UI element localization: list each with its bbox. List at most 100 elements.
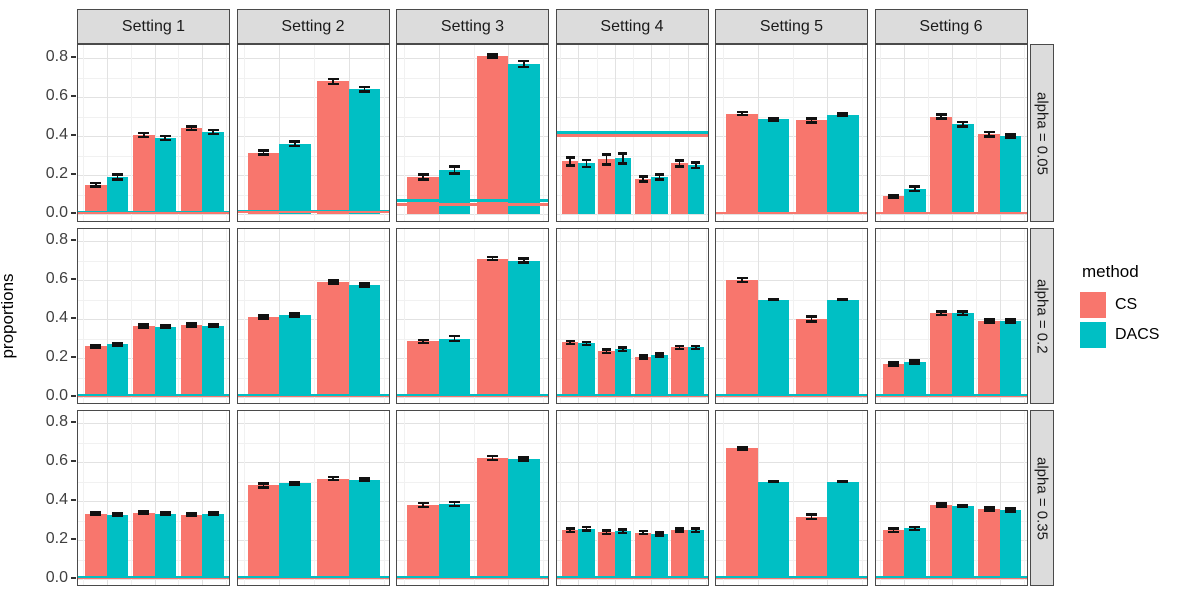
error-bar-cap xyxy=(159,326,171,330)
bar-dacs xyxy=(904,188,926,214)
gridline xyxy=(556,358,708,359)
gridline xyxy=(397,175,548,176)
gridline xyxy=(792,45,794,221)
gridline xyxy=(556,579,708,580)
facet-strip-label: Setting 1 xyxy=(121,17,186,35)
error-bar-cap xyxy=(327,82,339,86)
error-bar-line xyxy=(642,355,644,359)
error-bar-line xyxy=(142,133,145,137)
error-bar-cap xyxy=(258,482,270,485)
gridline xyxy=(556,442,708,444)
bar-cs xyxy=(671,529,688,579)
bar-dacs xyxy=(578,343,595,397)
error-bar-cap xyxy=(582,158,592,162)
error-bar-cap xyxy=(417,341,429,345)
ref-line-dacs xyxy=(78,575,229,579)
gridline xyxy=(106,229,108,403)
error-bar-cap xyxy=(327,475,339,479)
error-bar-line xyxy=(142,324,145,328)
legend: method CS DACS xyxy=(1080,262,1159,352)
gridline xyxy=(556,194,708,196)
gridline xyxy=(560,411,562,585)
error-bar-cap xyxy=(806,117,818,120)
gridline xyxy=(875,260,1027,262)
gridline xyxy=(716,377,867,379)
error-bar-cap xyxy=(207,513,219,517)
ref-line-dacs xyxy=(397,575,548,579)
error-bar-cap xyxy=(602,351,612,355)
gridline xyxy=(687,229,689,403)
error-bar-cap xyxy=(887,527,899,530)
bar-dacs xyxy=(904,361,926,397)
error-bar-cap xyxy=(487,258,499,262)
error-bar-cap xyxy=(887,194,899,197)
bar-cs xyxy=(476,258,509,397)
gridline xyxy=(716,175,867,176)
facet-panel-3-6 xyxy=(874,410,1028,586)
y-tick-label: 0.8 xyxy=(45,48,68,65)
bar-dacs xyxy=(508,63,540,214)
error-bar-cap xyxy=(736,448,748,451)
gridline xyxy=(237,241,389,242)
error-bar-cap xyxy=(909,189,921,193)
bar-dacs xyxy=(154,326,177,397)
error-bar-line xyxy=(678,160,681,167)
error-bar-line xyxy=(605,530,608,534)
error-bar-cap xyxy=(327,77,339,81)
error-bar-cap xyxy=(138,326,150,329)
legend-label: DACS xyxy=(1115,326,1160,343)
bar-cs xyxy=(247,152,280,214)
gridline xyxy=(999,229,1001,403)
gridline xyxy=(397,136,548,137)
error-bar-cap xyxy=(983,135,995,138)
error-bar-cap xyxy=(691,347,701,351)
gridline xyxy=(669,229,671,403)
bar-cs xyxy=(795,319,828,397)
facet-strip-label: Setting 5 xyxy=(759,17,824,35)
bar-cs xyxy=(726,113,758,214)
gridline xyxy=(397,299,548,301)
gridline xyxy=(202,229,204,403)
gridline xyxy=(875,299,1027,301)
error-bar-cap xyxy=(111,178,123,181)
gridline xyxy=(875,462,1027,463)
legend-entries: CS DACS xyxy=(1080,292,1159,348)
gridline xyxy=(928,229,930,403)
gridline xyxy=(556,338,708,340)
error-bar-cap xyxy=(111,341,123,345)
error-bar-cap xyxy=(207,128,219,132)
gridline xyxy=(397,97,548,98)
bar-cs xyxy=(930,116,952,214)
gridline xyxy=(237,442,389,444)
error-bar-cap xyxy=(518,459,530,462)
error-bar-cap xyxy=(487,454,499,458)
gridline xyxy=(556,462,708,463)
gridline xyxy=(397,260,548,262)
error-bar-line xyxy=(642,176,644,182)
gridline xyxy=(78,442,229,444)
error-bar-cap xyxy=(417,505,429,509)
error-bar-cap xyxy=(909,525,921,529)
gridline xyxy=(237,194,389,196)
bar-dacs xyxy=(999,136,1022,214)
error-bar-cap xyxy=(909,359,921,362)
gridline xyxy=(578,411,580,585)
gridline xyxy=(383,411,385,585)
gridline xyxy=(397,442,548,444)
bar-cs xyxy=(930,313,952,397)
bar-cs xyxy=(795,120,828,214)
error-bar-cap xyxy=(258,317,270,320)
error-bar-cap xyxy=(448,339,460,343)
error-bar-cap xyxy=(957,125,969,128)
gridline xyxy=(792,411,794,585)
error-bar-cap xyxy=(767,119,779,122)
error-bar-cap xyxy=(618,346,628,349)
gridline xyxy=(78,77,229,79)
ref-line-cs xyxy=(237,210,389,214)
error-bar-cap xyxy=(289,140,301,143)
error-bar-line xyxy=(294,141,296,147)
error-bar-cap xyxy=(602,163,612,166)
gridline xyxy=(975,45,977,221)
error-bar-cap xyxy=(565,339,575,343)
error-bar-line xyxy=(212,130,214,135)
